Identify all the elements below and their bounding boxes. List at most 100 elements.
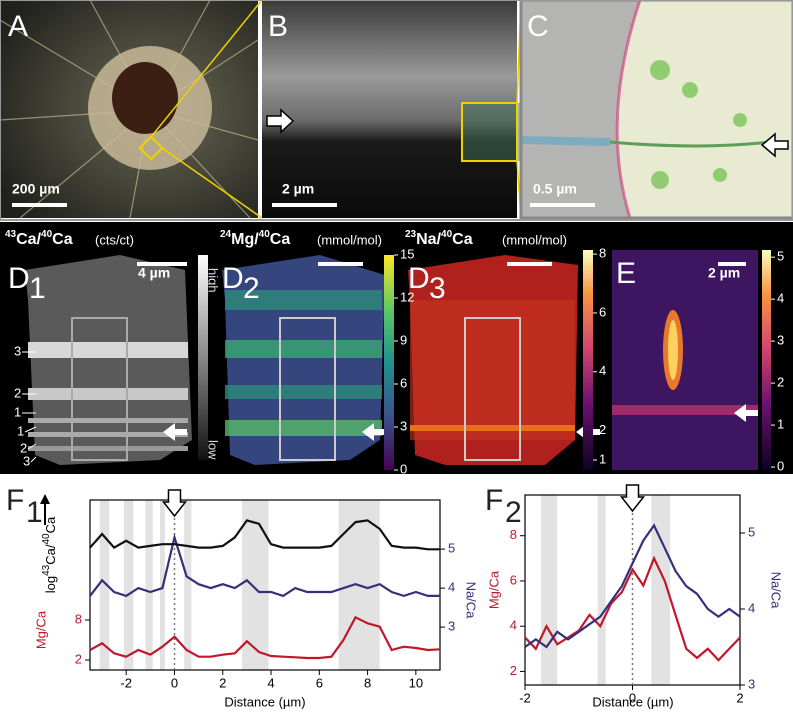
x-tick-label: 4 <box>267 675 274 690</box>
map-heading: 24Mg/40Ca <box>220 229 290 248</box>
shaded-band <box>123 500 134 670</box>
panel-label: A <box>8 10 28 43</box>
x-axis-label: Distance (µm) <box>224 694 305 709</box>
colorbar-tick-label: 2 <box>777 375 784 390</box>
colorbar-tick-label: 0 <box>777 458 784 473</box>
y2-tick-label: 4 <box>448 580 455 595</box>
colorbar <box>583 250 593 470</box>
panel-label: F <box>485 484 503 517</box>
x-tick-label: 0 <box>171 675 178 690</box>
panel-label-sub: 1 <box>26 496 43 529</box>
y-tick-label: 4 <box>510 618 517 633</box>
map-unit: (mmol/mol) <box>502 232 567 247</box>
colorbar-tick-label: 3 <box>400 418 407 433</box>
y2-tick-label: 3 <box>748 676 755 691</box>
text-part: Na/ <box>416 231 441 248</box>
colorbar-label: high <box>206 268 221 293</box>
marker-arrow <box>619 484 646 513</box>
superscript: 40 <box>41 533 52 545</box>
colorbar-tick-label: 8 <box>599 246 606 261</box>
y2-tick-label: 3 <box>448 619 455 634</box>
layer-tick <box>27 443 37 450</box>
x-tick-label: -2 <box>519 690 531 705</box>
y2-tick-label: 5 <box>448 541 455 556</box>
colorbar-tick-label: 15 <box>400 246 414 261</box>
text-part: Ca/ <box>16 231 41 248</box>
map-heading: 43Ca/40Ca <box>5 229 73 248</box>
panel-label: C <box>527 10 549 43</box>
panel-label: E <box>616 257 636 290</box>
y2-tick-label: 5 <box>748 524 755 539</box>
colorbar-tick-label: 12 <box>400 289 414 304</box>
layer-label: 2 <box>20 440 27 455</box>
panel-a: A 200 µm <box>0 0 263 219</box>
panel-label-sub: 2 <box>243 272 260 305</box>
superscript: 40 <box>259 229 271 240</box>
map-unit: (cts/ct) <box>95 232 134 247</box>
y-tick-label: 8 <box>75 611 82 626</box>
scale-bar-label: 2 µm <box>282 181 314 197</box>
plot-frame <box>89 499 441 671</box>
map-heading: 23Na/40Ca <box>405 229 473 248</box>
colorbar-tick-label: 2 <box>599 422 606 437</box>
shaded-band <box>541 495 558 685</box>
layer-label: 3 <box>23 453 30 468</box>
text-part: Ca/ <box>43 544 58 565</box>
colorbar-tick-label: 0 <box>400 461 407 476</box>
y-tick-label: 6 <box>510 572 517 587</box>
colorbar-label: low <box>206 440 221 460</box>
y-axis-label: Mg/Ca <box>486 570 501 609</box>
colorbar-tick-label: 6 <box>400 375 407 390</box>
panel-label: D <box>222 262 244 295</box>
shaded-band <box>145 500 153 670</box>
shaded-band <box>184 500 192 670</box>
colorbar-tick-label: 9 <box>400 332 407 347</box>
layer-label: 2 <box>14 385 21 400</box>
superscript: 43 <box>41 564 52 576</box>
x-axis-label: Distance (µm) <box>592 694 673 709</box>
panel-c: C 0.5 µm <box>519 0 793 220</box>
series-line <box>524 523 741 649</box>
panel-label: F <box>6 484 24 517</box>
superscript: 24 <box>220 229 232 240</box>
x-tick-label: 2 <box>219 675 226 690</box>
scale-bar-label: 4 µm <box>138 265 170 281</box>
shaded-band <box>597 495 606 685</box>
panel-d1: high low D 1 4 µm <box>8 255 221 465</box>
superscript: 40 <box>41 229 53 240</box>
panel-label: D <box>408 262 430 295</box>
y-axis-label: Mg/Ca <box>33 610 48 649</box>
series-line <box>89 519 440 551</box>
superscript: 23 <box>405 229 417 240</box>
y-tick-label: 2 <box>510 663 517 678</box>
scale-bar-label: 2 µm <box>708 265 740 281</box>
colorbar-tick-label: 4 <box>777 291 784 306</box>
y2-axis-label: Na/Ca <box>464 582 479 620</box>
panel-label-sub: 2 <box>505 496 522 529</box>
superscript: 43 <box>5 229 17 240</box>
y2-tick-label: 4 <box>748 600 755 615</box>
y-tick-label: 8 <box>510 527 517 542</box>
colorbar-tick-label: 1 <box>777 417 784 432</box>
shaded-band <box>651 495 671 685</box>
panel-label: D <box>8 262 30 295</box>
panel-label-sub: 3 <box>429 272 446 305</box>
panel-b: B 2 µm <box>262 0 522 219</box>
x-tick-label: -2 <box>120 675 132 690</box>
series-line <box>524 555 741 662</box>
panel-e: 2 µm E <box>612 250 758 470</box>
map-unit: (mmol/mol) <box>317 232 382 247</box>
panel-d2: D 2 <box>222 255 386 465</box>
text-part: Ca <box>52 231 73 248</box>
scale-bar-label: 200 µm <box>12 181 60 197</box>
shaded-band <box>99 500 110 670</box>
colorbar-tick-label: 6 <box>599 304 606 319</box>
text-part: log <box>43 576 58 593</box>
panel-label-sub: 1 <box>29 272 46 305</box>
x-tick-label: 2 <box>736 690 743 705</box>
colorbar-tick-label: 5 <box>777 249 784 264</box>
layer-label: 3 <box>14 343 21 358</box>
text-part: Mg/ <box>231 231 259 248</box>
text-part: Ca <box>270 231 291 248</box>
